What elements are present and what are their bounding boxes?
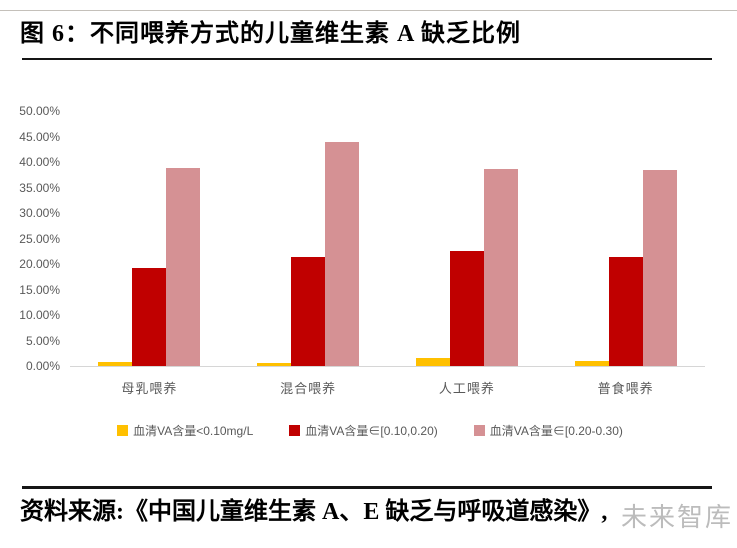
y-axis-tick-label: 5.00% bbox=[25, 333, 60, 348]
bar bbox=[166, 168, 201, 366]
title-divider bbox=[22, 58, 712, 60]
x-axis-labels: 母乳喂养 混合喂养 人工喂养 普食喂养 bbox=[70, 378, 705, 397]
y-axis-tick-label: 0.00% bbox=[25, 359, 60, 373]
x-axis-label: 人工喂养 bbox=[438, 381, 495, 396]
bar bbox=[483, 169, 518, 366]
vitamin-a-deficiency-bar-chart: 0.00% 5.00% 10.00% 15.00% 20.00% 25.00% 30.00%… bbox=[0, 90, 737, 462]
y-axis-tick-label: 20.00% bbox=[19, 257, 60, 271]
y-axis-tick-label: 40.00% bbox=[19, 155, 60, 169]
plot-area bbox=[70, 111, 705, 367]
y-axis: 0.00% 5.00% 10.00% 15.00% 20.00% 25.00% 30.00%… bbox=[8, 104, 60, 373]
legend-swatch-icon bbox=[117, 425, 129, 436]
y-axis-tick-label: 15.00% bbox=[19, 282, 60, 297]
legend-label: 血清VA含量<0.10mg/L bbox=[133, 424, 254, 438]
legend-item: 血清VA含量∈[0.10,0.20) bbox=[289, 422, 438, 439]
page-top-divider bbox=[0, 10, 737, 11]
bar bbox=[291, 257, 326, 366]
bar bbox=[257, 363, 292, 366]
x-axis-label: 混合喂养 bbox=[280, 381, 337, 396]
x-axis-label: 普食喂养 bbox=[597, 381, 654, 396]
legend-swatch-icon bbox=[473, 425, 485, 436]
watermark: 未来智库 bbox=[620, 502, 733, 532]
x-axis-label: 母乳喂养 bbox=[121, 381, 178, 396]
y-axis-tick-label: 30.00% bbox=[19, 206, 60, 220]
y-axis-tick-label: 45.00% bbox=[19, 129, 60, 144]
bar bbox=[98, 361, 133, 366]
y-axis-tick-label: 50.00% bbox=[19, 104, 60, 118]
bar-group-4 bbox=[546, 111, 705, 366]
legend-item: 血清VA含量∈[0.20-0.30) bbox=[473, 422, 623, 439]
legend-label: 血清VA含量∈[0.20-0.30) bbox=[489, 424, 623, 438]
bar-group-2 bbox=[229, 111, 388, 366]
bar-group-1 bbox=[70, 111, 229, 366]
bar bbox=[449, 251, 484, 366]
y-axis-tick-label: 35.00% bbox=[19, 180, 60, 195]
legend-item: 血清VA含量<0.10mg/L bbox=[117, 422, 253, 439]
source-note: 资料来源:《中国儿童维生素 A、E 缺乏与呼吸道感染》, bbox=[20, 499, 608, 525]
bar bbox=[574, 360, 609, 366]
source-divider bbox=[22, 486, 712, 489]
legend-label: 血清VA含量∈[0.10,0.20) bbox=[305, 424, 438, 438]
y-axis-tick-label: 10.00% bbox=[19, 308, 60, 322]
bar bbox=[325, 141, 360, 366]
figure-title: 图 6：不同喂养方式的儿童维生素 A 缺乏比例 bbox=[20, 21, 522, 47]
chart-legend: 血清VA含量<0.10mg/L 血清VA含量∈[0.10,0.20) 血清VA含量∈… bbox=[35, 422, 705, 439]
bar bbox=[132, 267, 167, 366]
bar bbox=[415, 358, 450, 366]
bar bbox=[642, 169, 677, 366]
y-axis-tick-label: 25.00% bbox=[19, 231, 60, 246]
bar bbox=[608, 256, 643, 366]
bar-group-3 bbox=[388, 111, 547, 366]
legend-swatch-icon bbox=[289, 425, 301, 436]
